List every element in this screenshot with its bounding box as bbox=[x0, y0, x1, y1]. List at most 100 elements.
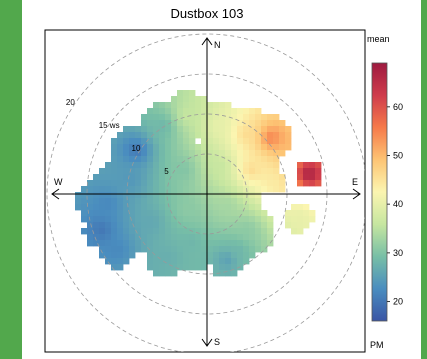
heat-cell bbox=[159, 240, 166, 247]
heat-cell bbox=[123, 204, 130, 211]
heat-cell bbox=[309, 210, 316, 217]
heat-cell bbox=[165, 186, 172, 193]
heat-cell bbox=[153, 234, 160, 241]
heat-cell bbox=[117, 234, 124, 241]
heat-cell bbox=[195, 240, 202, 247]
heat-cell bbox=[291, 222, 298, 229]
heat-cell bbox=[201, 132, 208, 139]
heat-cell bbox=[195, 258, 202, 265]
heat-cell bbox=[255, 150, 262, 157]
heat-cell bbox=[153, 156, 160, 163]
heat-cell bbox=[231, 210, 238, 217]
heat-cell bbox=[123, 126, 130, 133]
heat-cell bbox=[111, 216, 118, 223]
heat-cell bbox=[135, 186, 142, 193]
heat-cell bbox=[99, 174, 106, 181]
heat-cell bbox=[213, 174, 220, 181]
west-arrow bbox=[51, 188, 60, 200]
heat-cell bbox=[201, 204, 208, 211]
heat-cell bbox=[177, 234, 184, 241]
heat-cell bbox=[165, 114, 172, 121]
heat-cell bbox=[153, 180, 160, 187]
heat-cell bbox=[141, 216, 148, 223]
heat-cell bbox=[261, 126, 268, 133]
north-arrow bbox=[201, 37, 213, 46]
heat-cell bbox=[195, 252, 202, 259]
colorbar-tick-label: 30 bbox=[393, 248, 403, 258]
heat-cell bbox=[255, 204, 262, 211]
heat-cell bbox=[123, 216, 130, 223]
heat-cell bbox=[123, 144, 130, 151]
heat-cell bbox=[243, 168, 250, 175]
heat-cell bbox=[87, 222, 94, 229]
heat-cell bbox=[189, 150, 196, 157]
heat-cell bbox=[201, 180, 208, 187]
heat-cell bbox=[129, 150, 136, 157]
heat-cell bbox=[183, 90, 190, 97]
heat-cell bbox=[171, 180, 178, 187]
heat-cell bbox=[165, 210, 172, 217]
heat-cell bbox=[183, 234, 190, 241]
heat-cell bbox=[183, 144, 190, 151]
heat-cell bbox=[123, 156, 130, 163]
heat-cell bbox=[177, 90, 184, 97]
heat-cell bbox=[153, 264, 160, 271]
heat-cell bbox=[117, 180, 124, 187]
heat-cell bbox=[219, 240, 226, 247]
heat-cell bbox=[117, 264, 124, 271]
heat-cell bbox=[99, 240, 106, 247]
heat-cell bbox=[231, 270, 238, 277]
heat-cell bbox=[93, 216, 100, 223]
heat-cell bbox=[123, 138, 130, 145]
heat-cell bbox=[195, 264, 202, 271]
heat-cell bbox=[243, 174, 250, 181]
heat-cell bbox=[153, 252, 160, 259]
heat-cell bbox=[189, 192, 196, 199]
heat-cell bbox=[87, 210, 94, 217]
heat-cell bbox=[111, 162, 118, 169]
heat-cell bbox=[159, 162, 166, 169]
heat-cell bbox=[117, 168, 124, 175]
heat-cell bbox=[213, 156, 220, 163]
heat-cell bbox=[213, 132, 220, 139]
heat-cell bbox=[267, 156, 274, 163]
heat-cell bbox=[159, 114, 166, 121]
heat-cell bbox=[315, 174, 322, 181]
north-label: N bbox=[214, 40, 221, 50]
heat-cell bbox=[117, 216, 124, 223]
heat-cell bbox=[219, 186, 226, 193]
heat-cell bbox=[309, 162, 316, 169]
heat-cell bbox=[189, 216, 196, 223]
heat-cell bbox=[201, 216, 208, 223]
heat-cell bbox=[177, 204, 184, 211]
heat-cell bbox=[171, 216, 178, 223]
heat-cell bbox=[123, 168, 130, 175]
heat-cell bbox=[213, 180, 220, 187]
heat-cell bbox=[291, 204, 298, 211]
heat-cell bbox=[171, 222, 178, 229]
heat-cell bbox=[165, 156, 172, 163]
heat-cell bbox=[159, 258, 166, 265]
heat-cell bbox=[105, 246, 112, 253]
heat-cell bbox=[153, 168, 160, 175]
heat-cell bbox=[171, 132, 178, 139]
heat-cell bbox=[285, 126, 292, 133]
heat-cell bbox=[171, 246, 178, 253]
heat-cell bbox=[243, 228, 250, 235]
heat-cell bbox=[237, 156, 244, 163]
heat-cell bbox=[315, 180, 322, 187]
heat-cell bbox=[213, 216, 220, 223]
heat-cell bbox=[279, 150, 286, 157]
heat-cell bbox=[165, 270, 172, 277]
heat-cell bbox=[177, 228, 184, 235]
heat-cell bbox=[273, 150, 280, 157]
heat-cell bbox=[105, 198, 112, 205]
heat-cell bbox=[237, 108, 244, 115]
heat-cell bbox=[153, 138, 160, 145]
heat-cell bbox=[207, 126, 214, 133]
heat-cell bbox=[207, 114, 214, 121]
heat-cell bbox=[237, 150, 244, 157]
heat-cell bbox=[207, 216, 214, 223]
heat-cell bbox=[189, 180, 196, 187]
heat-cell bbox=[171, 96, 178, 103]
